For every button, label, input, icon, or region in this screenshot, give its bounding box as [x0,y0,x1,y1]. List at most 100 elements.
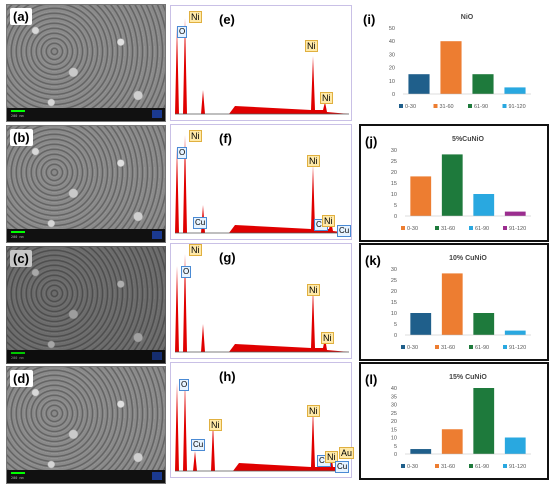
legend-label-91-120: 91-120 [509,345,526,351]
legend-label-0-30: 0-30 [407,464,418,470]
bar-31-60 [441,429,463,454]
element-tag-ni: Ni [325,451,338,463]
legend-label-61-90: 61-90 [475,464,489,470]
legend-label-61-90: 61-90 [474,104,488,110]
sem-image-d: (d) 200 nm [6,366,166,484]
element-tag-ni: Ni [189,11,202,23]
element-tag-o: O [177,147,188,159]
y-tick-label: 15 [391,427,397,433]
y-tick-label: 30 [391,148,397,154]
y-tick-label: 10 [391,192,397,198]
scale-text: 200 nm [11,356,24,360]
element-tag-cu: Cu [193,217,208,229]
element-tag-au: Au [339,447,355,459]
zeiss-logo-icon [152,472,162,480]
legend-swatch-91-120 [502,104,507,108]
legend-swatch-0-30 [401,345,405,349]
element-tag-o: O [181,266,192,278]
y-tick-label: 30 [391,267,397,273]
y-tick-label: 25 [391,411,397,417]
panel-label-b: (b) [10,129,33,146]
scale-bar [11,231,25,233]
bar-0-30 [410,176,432,216]
histogram-chart: 5%CuNiO 0 5 10 15 20 25 30 0-30 31-60 61-90 91-120 [391,136,531,232]
element-tag-cu: Cu [191,439,206,451]
legend-label-61-90: 61-90 [475,226,489,232]
bar-0-30 [410,313,432,335]
scale-bar [11,110,25,112]
legend-swatch-61-90 [469,226,473,230]
y-tick-label: 20 [391,170,397,176]
legend-swatch-0-30 [401,226,405,230]
chart-title: NiO [461,14,474,21]
eds-spectrum-h: O Cu Ni Ni Cu Ni Cu Au (h) [170,362,355,478]
histogram-chart: 15% CuNiO 0 5 10 15 20 25 30 35 40 0-30 31-60 61-90 9… [391,374,531,470]
y-tick-label: 5 [394,444,397,450]
legend-swatch-91-120 [503,345,507,349]
panel-label-l: (l) [365,372,378,387]
legend-swatch-61-90 [468,104,472,108]
panel-label-d: (d) [10,370,33,387]
histogram-j: 5%CuNiO 0 5 10 15 20 25 30 0-30 31-60 61-90 91-120 … [359,124,549,242]
histogram-l: 15% CuNiO 0 5 10 15 20 25 30 35 40 0-30 31-60 61-90 9… [359,362,549,480]
scale-bar [11,352,25,354]
legend-label-61-90: 61-90 [475,345,489,351]
y-tick-label: 15 [391,181,397,187]
legend-label-31-60: 31-60 [441,345,455,351]
bar-0-30 [410,449,432,454]
bar-31-60 [441,154,463,216]
element-tag-ni: Ni [307,155,320,167]
element-tag-cu: Cu [335,461,350,473]
histogram-i: NiO 0 10 20 30 40 50 0-30 31-60 61-90 91-120 (i) [359,4,545,120]
y-tick-label: 25 [391,278,397,284]
legend-swatch-31-60 [435,464,439,468]
y-tick-label: 25 [391,159,397,165]
legend-swatch-61-90 [469,464,473,468]
y-tick-label: 0 [394,333,397,339]
sem-info-bar: 200 nm [7,229,165,242]
bar-91-120 [504,87,526,94]
element-tag-ni: Ni [189,244,202,256]
histogram-k: 10% CuNiO 0 5 10 15 20 25 30 0-30 31-60 61-90 91-12… [359,243,549,361]
zeiss-logo-icon [152,231,162,239]
legend-label-31-60: 31-60 [441,226,455,232]
scale-text: 200 nm [11,114,24,118]
legend-swatch-0-30 [401,464,405,468]
panel-label-f: (f) [219,131,232,146]
y-tick-label: 30 [391,403,397,409]
panel-label-e: (e) [219,12,235,27]
element-tag-cu: Cu [337,225,352,237]
eds-spectrum-f: O Ni Cu Ni Cu Ni Cu (f) [170,124,352,240]
bar-0-30 [408,74,430,94]
y-tick-label: 20 [391,419,397,425]
panel-label-j: (j) [365,134,378,149]
y-tick-label: 0 [394,214,397,220]
legend-swatch-91-120 [503,464,507,468]
sem-info-bar: 200 nm [7,350,165,363]
element-tag-ni: Ni [320,92,333,104]
eds-spectrum-plot [175,254,349,353]
zeiss-logo-icon [152,110,162,118]
y-tick-label: 15 [391,300,397,306]
y-tick-label: 0 [392,92,395,98]
histogram-chart: NiO 0 10 20 30 40 50 0-30 31-60 61-90 91-120 [389,14,531,110]
legend-label-0-30: 0-30 [407,226,418,232]
element-tag-o: O [177,26,188,38]
y-tick-label: 10 [391,311,397,317]
legend-label-0-30: 0-30 [407,345,418,351]
bar-91-120 [504,211,526,216]
element-tag-o: O [179,379,190,391]
bar-91-120 [504,437,526,454]
legend-label-0-30: 0-30 [405,104,416,110]
legend-label-91-120: 91-120 [509,226,526,232]
y-tick-label: 20 [389,66,395,72]
y-tick-label: 50 [389,26,395,32]
bar-61-90 [472,74,494,94]
sem-image-b: (b) 200 nm [6,125,166,243]
y-tick-label: 30 [389,52,395,58]
scale-bar [11,472,25,474]
y-tick-label: 10 [391,436,397,442]
histogram-chart: 10% CuNiO 0 5 10 15 20 25 30 0-30 31-60 61-90 91-12… [391,255,531,351]
element-tag-ni: Ni [189,130,202,142]
eds-spectrum-g: O Ni Ni Ni (g) [170,243,352,359]
